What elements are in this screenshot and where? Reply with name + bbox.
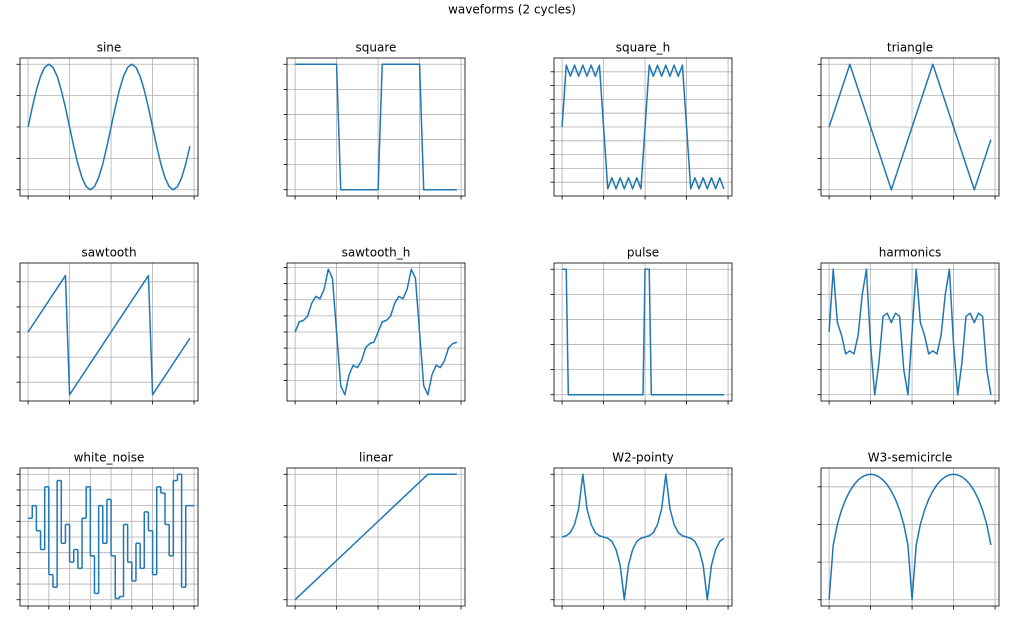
axes-frame — [820, 467, 1000, 607]
axes-frame — [820, 262, 1000, 402]
line-series — [561, 473, 725, 601]
subplot-title: white_noise — [74, 451, 145, 465]
axes-frame — [820, 57, 1000, 197]
axes-frame — [19, 467, 199, 607]
axes-frame — [19, 57, 199, 197]
subplot-title: harmonics — [879, 246, 942, 260]
axes-frame — [553, 467, 733, 607]
subplot-title: triangle — [887, 41, 933, 55]
line-series — [828, 473, 992, 601]
line-series — [27, 274, 191, 396]
axes-frame — [286, 57, 466, 197]
subplot-title: W2-pointy — [612, 451, 674, 465]
line-series — [294, 268, 458, 396]
subplot-title: sine — [97, 41, 122, 55]
subplot-title: linear — [359, 451, 393, 465]
line-series — [828, 63, 992, 191]
axes-frame — [286, 262, 466, 402]
subplot-title: sawtooth_h — [342, 246, 411, 260]
subplot-title: W3-semicircle — [868, 451, 952, 465]
line-series — [27, 63, 191, 191]
subplot-title: sawtooth — [81, 246, 136, 260]
axes-frame — [286, 467, 466, 607]
subplot-title: pulse — [627, 246, 659, 260]
subplot-title: square — [356, 41, 397, 55]
axes-frame — [553, 57, 733, 197]
line-series — [828, 268, 992, 396]
figure-title: waveforms (2 cycles) — [448, 3, 576, 17]
subplot-title: square_h — [616, 41, 671, 55]
line-series — [294, 473, 457, 601]
axes-frame — [19, 262, 199, 402]
line-series — [562, 268, 724, 396]
axes-frame — [553, 262, 733, 402]
line-series — [561, 64, 725, 190]
line-series — [295, 63, 457, 191]
